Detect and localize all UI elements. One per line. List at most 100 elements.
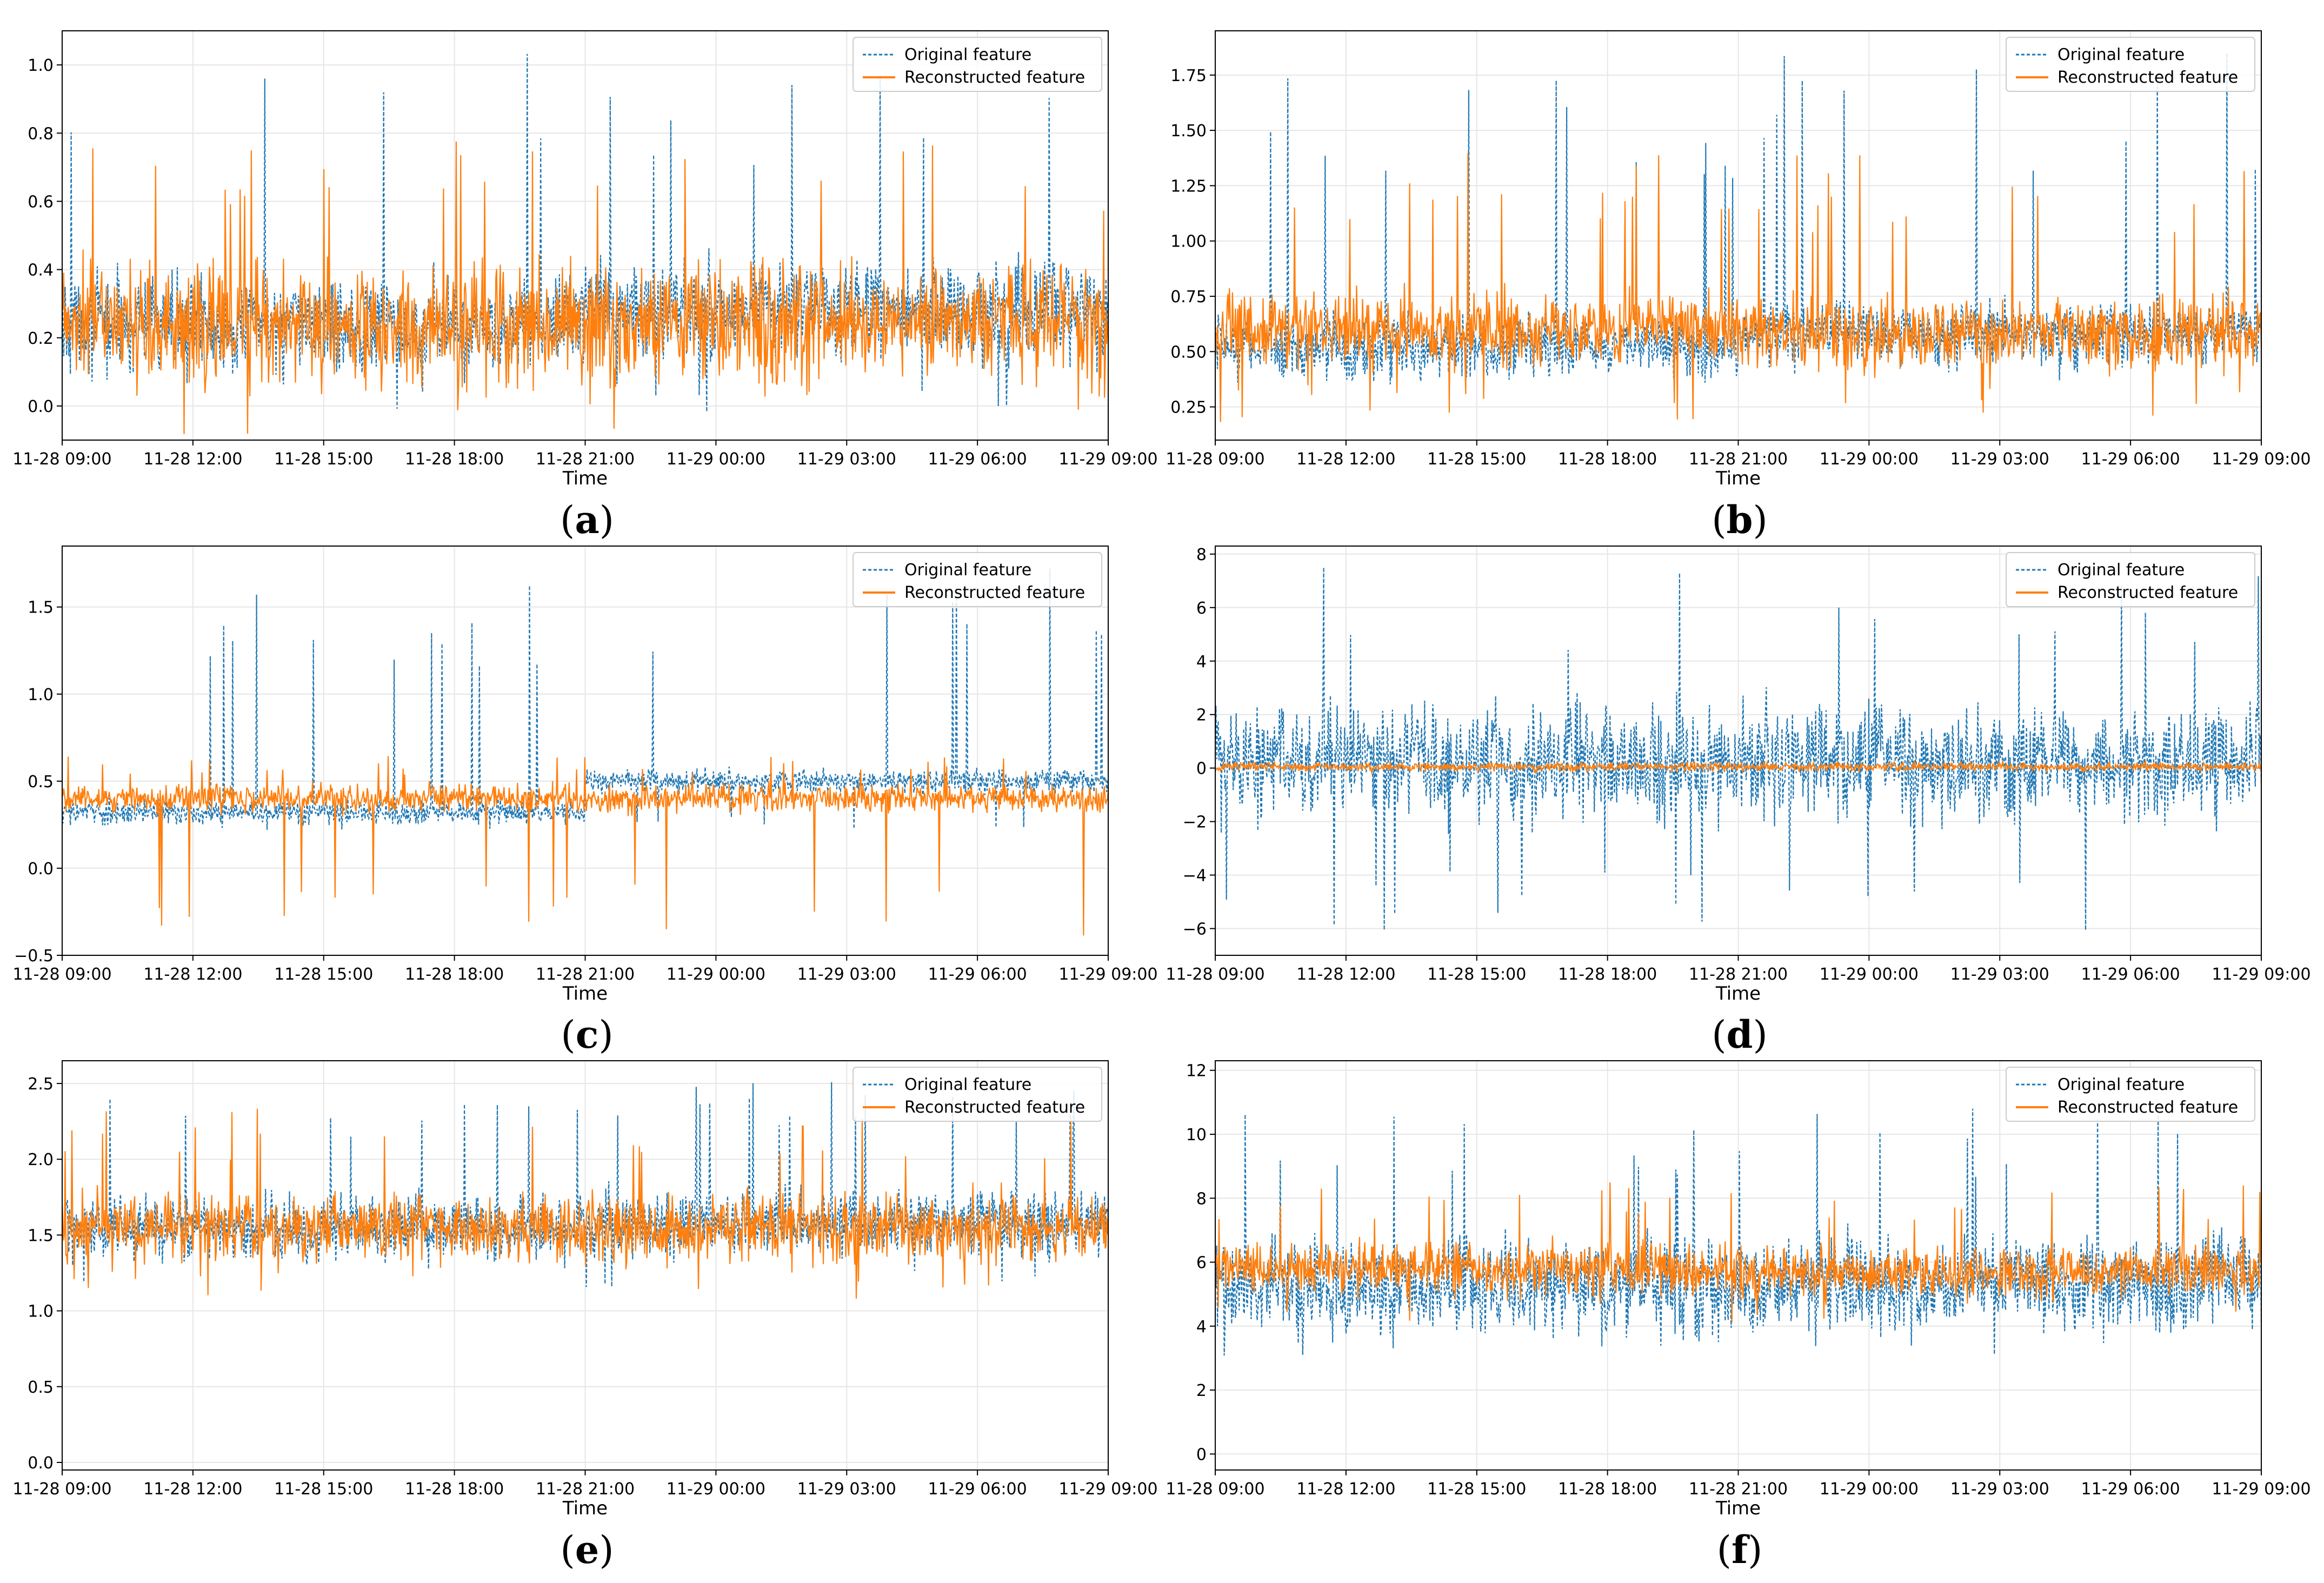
- y-tick-label: 0.25: [1170, 398, 1207, 417]
- x-tick-label: 11-29 09:00: [1058, 1480, 1157, 1499]
- x-tick-label: 11-28 18:00: [1558, 450, 1657, 469]
- x-axis-label: Time: [1715, 468, 1761, 489]
- legend-label-reconstructed: Reconstructed feature: [904, 68, 1085, 87]
- y-tick-label: 0.8: [28, 124, 54, 143]
- x-tick-label: 11-28 12:00: [143, 1480, 242, 1499]
- x-tick-label: 11-28 12:00: [1296, 965, 1395, 984]
- y-tick-label: 1.25: [1170, 177, 1207, 196]
- plot-frame: [1215, 30, 2262, 441]
- x-tick-label: 11-29 00:00: [1820, 1480, 1919, 1499]
- caption-c: (c): [561, 1012, 614, 1057]
- y-tick-label: 6: [1196, 1254, 1207, 1273]
- series-line-original: [1215, 567, 2261, 930]
- x-tick-label: 11-28 18:00: [1558, 1480, 1657, 1499]
- x-axis-label: Time: [562, 983, 608, 1005]
- x-tick-label: 11-29 00:00: [1820, 450, 1919, 469]
- y-tick-label: −0.5: [14, 947, 54, 966]
- y-tick-label: −2: [1183, 813, 1207, 832]
- x-tick-label: 11-28 12:00: [1296, 1480, 1395, 1499]
- y-tick-label: 0: [1196, 1445, 1207, 1464]
- legend-box: [853, 1067, 1102, 1122]
- caption-b: (b): [1712, 497, 1768, 542]
- legend-label-reconstructed: Reconstructed feature: [2057, 583, 2238, 602]
- x-tick-label: 11-28 09:00: [12, 1480, 111, 1499]
- legend-label-reconstructed: Reconstructed feature: [2057, 68, 2238, 87]
- caption-f: (f): [1716, 1527, 1763, 1572]
- series-line-original: [1215, 1108, 2261, 1356]
- x-tick-label: 11-28 15:00: [274, 450, 373, 469]
- series-line-reconstructed: [62, 141, 1108, 435]
- x-tick-label: 11-29 00:00: [667, 450, 765, 469]
- y-tick-label: 0.2: [28, 329, 54, 348]
- y-tick-label: 0.0: [28, 397, 54, 416]
- x-tick-label: 11-28 09:00: [1166, 1480, 1264, 1499]
- legend-box: [853, 37, 1102, 92]
- series-line-reconstructed: [62, 756, 1108, 936]
- legend-box: [2006, 1067, 2255, 1122]
- chart-e: 11-28 09:00 11-28 12:00 11-28 15:00 11-28 1…: [12, 1060, 1158, 1519]
- y-tick-label: −4: [1183, 867, 1207, 886]
- y-tick-label: 0.50: [1170, 343, 1207, 362]
- legend-label-reconstructed: Reconstructed feature: [904, 583, 1085, 602]
- x-tick-label: 11-29 09:00: [2212, 450, 2310, 469]
- y-tick-label: 4: [1196, 653, 1207, 671]
- legend-label-original: Original feature: [904, 561, 1031, 580]
- x-tick-label: 11-28 21:00: [536, 1480, 635, 1499]
- y-tick-label: 2.0: [28, 1150, 54, 1169]
- legend-label-original: Original feature: [904, 45, 1031, 64]
- series-line-reconstructed: [1215, 152, 2261, 422]
- legend-label-reconstructed: Reconstructed feature: [2057, 1098, 2238, 1117]
- series-line-original: [62, 54, 1108, 412]
- y-tick-label: 0: [1196, 760, 1207, 779]
- y-tick-label: 2.5: [28, 1075, 54, 1094]
- x-tick-label: 11-29 00:00: [667, 1480, 765, 1499]
- chart-d: 11-28 09:00 11-28 12:00 11-28 15:00 11-28 1…: [1166, 546, 2310, 1005]
- x-tick-label: 11-28 15:00: [1427, 450, 1526, 469]
- y-tick-label: 0.5: [28, 1378, 54, 1397]
- y-tick-label: 1.75: [1170, 66, 1207, 85]
- y-tick-label: 12: [1186, 1062, 1207, 1081]
- legend-label-original: Original feature: [904, 1075, 1031, 1094]
- legend-label-original: Original feature: [2057, 1075, 2185, 1094]
- x-tick-label: 11-29 09:00: [2212, 965, 2310, 984]
- y-tick-label: 8: [1196, 546, 1207, 564]
- y-tick-label: 4: [1196, 1318, 1207, 1336]
- y-tick-label: 0.5: [28, 773, 54, 792]
- y-tick-label: 2: [1196, 1381, 1207, 1400]
- y-tick-label: 6: [1196, 599, 1207, 618]
- plot-frame: [62, 546, 1109, 956]
- legend-label-reconstructed: Reconstructed feature: [904, 1098, 1085, 1117]
- x-tick-label: 11-29 03:00: [797, 450, 896, 469]
- x-tick-label: 11-28 21:00: [1689, 1480, 1788, 1499]
- y-tick-label: −6: [1183, 920, 1207, 939]
- y-tick-label: 1.00: [1170, 232, 1207, 251]
- x-axis-label: Time: [1715, 1498, 1761, 1519]
- chart-a: 11-28 09:00 11-28 12:00 11-28 15:00 11-28 1…: [12, 30, 1158, 489]
- caption-a: (a): [560, 497, 614, 542]
- x-tick-label: 11-28 09:00: [1166, 965, 1264, 984]
- legend-label-original: Original feature: [2057, 561, 2185, 580]
- y-tick-label: 1.5: [28, 1226, 54, 1245]
- caption-e: (e): [560, 1527, 614, 1572]
- series-line-reconstructed: [62, 1108, 1108, 1299]
- series-line-reconstructed: [1215, 760, 2261, 775]
- legend: Original feature Reconstructed feature: [2006, 37, 2255, 92]
- x-tick-label: 11-28 18:00: [405, 450, 504, 469]
- x-tick-label: 11-29 06:00: [928, 1480, 1027, 1499]
- plot-frame: [1215, 1060, 2262, 1471]
- x-tick-label: 11-29 03:00: [797, 965, 896, 984]
- x-tick-label: 11-29 09:00: [2212, 1480, 2310, 1499]
- series-line-reconstructed: [1215, 1182, 2261, 1323]
- x-tick-label: 11-28 09:00: [12, 965, 111, 984]
- legend: Original feature Reconstructed feature: [853, 1067, 1102, 1122]
- legend: Original feature Reconstructed feature: [853, 552, 1102, 607]
- x-tick-label: 11-29 06:00: [928, 450, 1027, 469]
- x-tick-label: 11-28 15:00: [1427, 1480, 1526, 1499]
- y-tick-label: 8: [1196, 1189, 1207, 1208]
- series-line-original: [62, 568, 1108, 830]
- legend-label-original: Original feature: [2057, 45, 2185, 64]
- plot-frame: [1215, 546, 2262, 956]
- x-tick-label: 11-28 21:00: [536, 965, 635, 984]
- y-tick-label: 0.75: [1170, 288, 1207, 307]
